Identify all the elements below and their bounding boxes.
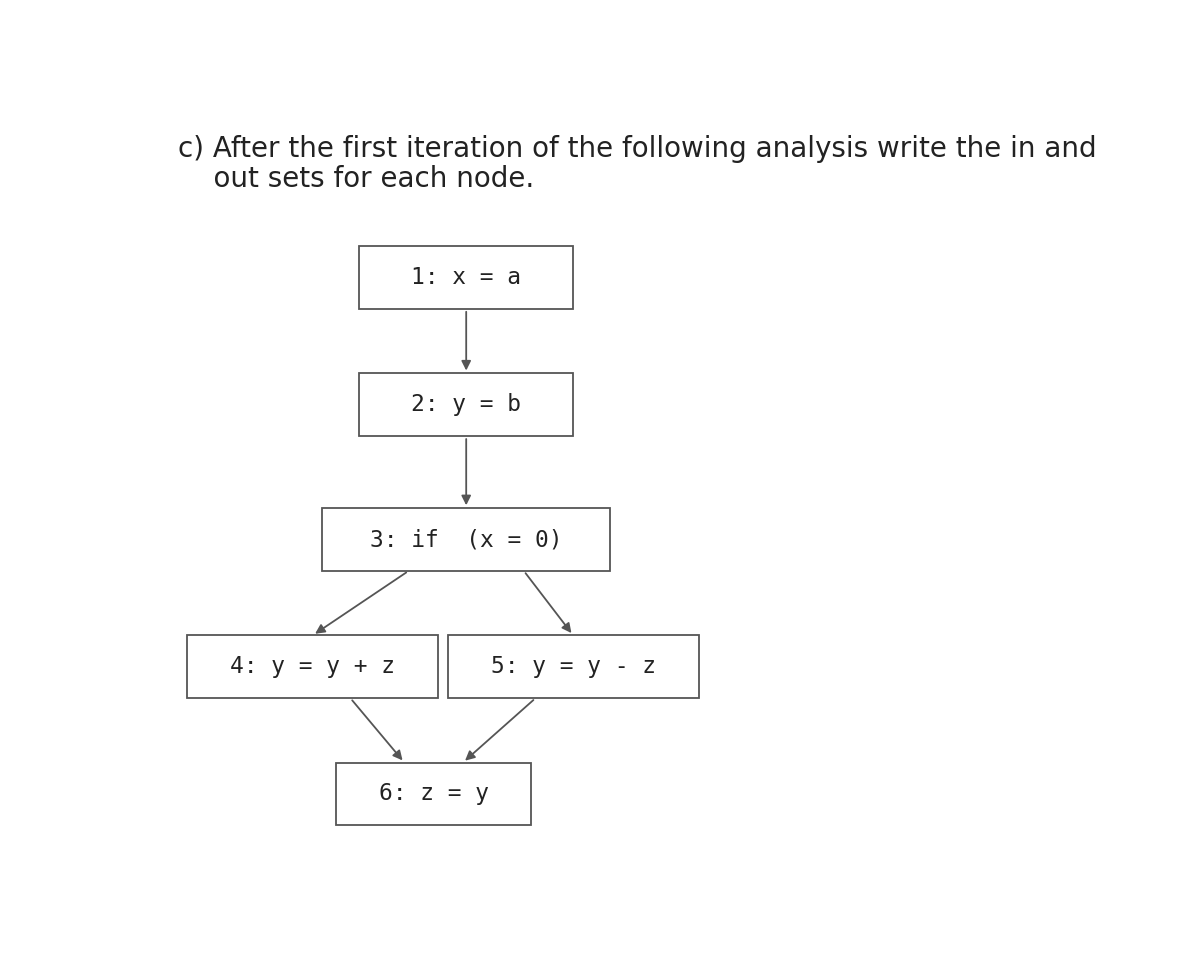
FancyBboxPatch shape (336, 763, 532, 825)
Text: out sets for each node.: out sets for each node. (178, 165, 534, 193)
FancyBboxPatch shape (322, 508, 611, 571)
FancyBboxPatch shape (187, 636, 438, 698)
FancyBboxPatch shape (448, 636, 698, 698)
Text: 2: y = b: 2: y = b (412, 394, 521, 416)
Text: 6: z = y: 6: z = y (379, 782, 488, 806)
Text: 3: if  (x = 0): 3: if (x = 0) (370, 528, 563, 551)
Text: 4: y = y + z: 4: y = y + z (230, 655, 395, 678)
FancyBboxPatch shape (359, 246, 574, 309)
Text: c) After the first iteration of the following analysis write the in and: c) After the first iteration of the foll… (178, 135, 1097, 163)
FancyBboxPatch shape (359, 373, 574, 436)
Text: 5: y = y - z: 5: y = y - z (491, 655, 655, 678)
Text: 1: x = a: 1: x = a (412, 266, 521, 289)
